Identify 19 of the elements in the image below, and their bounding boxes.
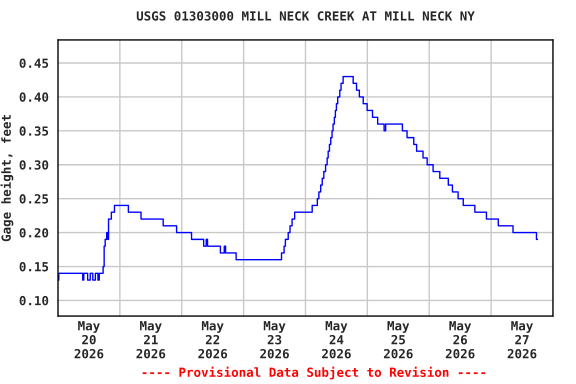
y-tick-label: 0.30 [20,160,48,170]
x-tick-label: May 25 2026 [384,321,413,358]
x-tick-label: May 22 2026 [198,321,228,358]
y-tick-label: 0.25 [20,194,48,204]
x-tick-label: May 23 2026 [260,321,289,358]
y-axis-title: Gage height, feet [0,114,14,242]
y-tick-label: 0.10 [20,296,48,306]
text: ---- Provisional Data Subject to Revision ---- [142,366,486,380]
x-tick-label: May 27 2026 [508,321,536,358]
chart-title: USGS 01303000 MILL NECK CREEK AT MILL NECK NY [136,11,475,21]
y-tick-label: 0.20 [20,228,48,238]
y-tick-label: 0.45 [20,58,48,68]
x-tick-label: May 20 2026 [74,321,104,358]
x-tick-label: May 26 2026 [446,321,475,358]
x-tick-label: May 21 2026 [136,321,166,358]
y-tick-label: 0.40 [20,92,48,102]
y-tick-label: 0.15 [20,262,48,272]
x-tick-label: May 24 2026 [322,321,351,358]
y-tick-label: 0.35 [20,126,48,136]
